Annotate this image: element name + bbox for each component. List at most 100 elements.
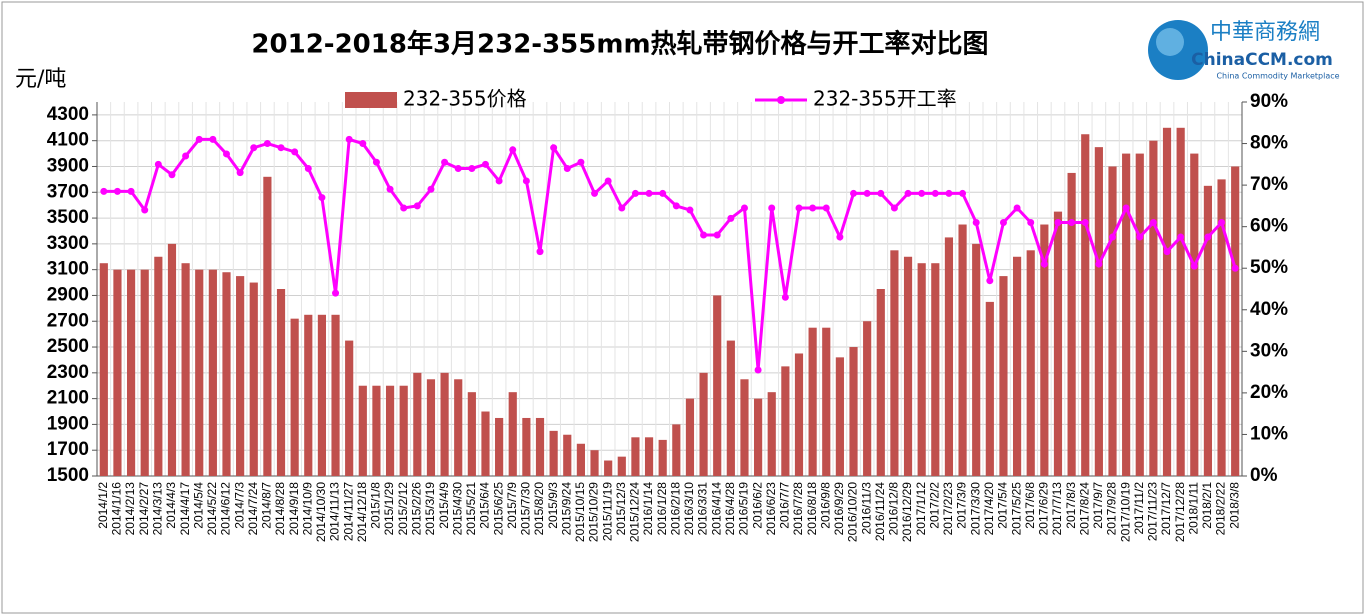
legend-marker [777,96,785,104]
x-tick-label: 2015/2/12 [396,482,410,536]
bar [631,437,640,476]
x-tick-label: 2016/11/3 [859,482,873,535]
line-marker [1040,260,1048,268]
bar [917,263,926,476]
line-marker [1163,248,1171,256]
line-marker [481,160,489,168]
x-tick-label: 2016/9/8 [818,482,832,529]
line-marker [100,187,108,195]
x-tick-label: 2017/11/2 [1132,482,1146,535]
bar [604,460,613,476]
x-tick-label: 2014/10/30 [314,482,328,542]
x-tick-label: 2014/4/3 [164,482,178,529]
y2-tick-label: 80% [1250,133,1288,154]
bar [1040,224,1049,476]
x-tick-label: 2017/1/12 [914,482,928,536]
chart-title: 2012-2018年3月232-355mm热轧带钢价格与开工率对比图 [251,29,988,60]
x-tick-label: 2017/9/7 [1091,482,1105,529]
line-marker [386,185,394,193]
y-tick-label: 2900 [47,284,89,305]
line-marker [277,144,285,152]
line-marker [727,214,735,222]
line-marker [591,189,599,197]
line-marker [468,164,476,172]
bar [181,263,190,476]
legend-swatch [345,92,397,108]
x-tick-label: 2016/6/2 [750,482,764,529]
bar [426,379,436,476]
y2-tick-label: 10% [1250,423,1288,444]
bar [685,398,695,476]
bar [1013,256,1022,476]
line-marker [400,204,408,212]
line-marker [999,219,1007,227]
x-tick-label: 2016/5/19 [737,482,751,536]
bar [1176,127,1185,477]
bar [890,250,899,476]
line-marker [563,164,571,172]
x-tick-label: 2017/5/4 [996,482,1010,529]
y2-tick-label: 90% [1250,91,1288,112]
x-tick-label: 2018/3/8 [1227,482,1241,529]
bar [126,269,136,476]
x-tick-label: 2016/11/24 [873,482,887,541]
bar [549,430,558,476]
bar [944,237,954,476]
line-marker [359,140,367,148]
bar [249,282,258,476]
line-marker [604,177,612,185]
x-tick-label: 2016/3/10 [682,482,696,536]
bar [726,340,735,476]
line-marker [1027,219,1035,227]
x-tick-label: 2014/9/18 [287,482,301,536]
line-marker [945,189,953,197]
x-tick-label: 2018/2/22 [1214,482,1228,536]
line-marker [986,277,994,285]
line-marker [700,231,708,239]
bar [1162,127,1172,477]
x-tick-label: 2016/7/7 [778,482,792,529]
bar [535,417,545,476]
line-marker [1231,264,1239,272]
bar [931,263,940,476]
bar [413,372,422,476]
x-tick-label: 2015/1/8 [369,482,383,529]
bar [208,269,217,476]
y-tick-label: 3100 [47,259,89,280]
y2-tick-label: 50% [1250,257,1288,278]
line-marker [713,231,721,239]
x-tick-label: 2016/1/14 [641,482,655,536]
line-marker [1095,260,1103,268]
line-marker [1068,219,1076,227]
x-tick-label: 2015/10/29 [587,482,601,542]
bar [495,417,504,476]
x-tick-label: 2015/7/9 [505,482,519,529]
line-marker [809,204,817,212]
bar [808,327,817,476]
x-tick-label: 2016/3/31 [696,482,710,536]
x-tick-label: 2017/6/29 [1037,482,1051,536]
line-marker [1054,219,1062,227]
x-tick-label: 2014/6/12 [219,482,233,536]
line-marker [304,164,312,172]
bar [1053,211,1063,476]
bar [467,392,476,476]
x-tick-label: 2015/1/29 [382,482,396,536]
bar [140,269,149,476]
line-marker [863,189,871,197]
line-marker [1149,219,1157,227]
line-marker [222,150,230,158]
bar [522,417,531,476]
x-tick-label: 2017/8/3 [1064,482,1078,529]
line-marker [659,189,667,197]
bar [372,385,381,476]
bar [1203,185,1213,477]
y-tick-label: 4100 [47,130,89,151]
bar [972,243,981,476]
logo-name: 中華商務網 [1210,20,1320,45]
bar [440,372,449,476]
logo-site: ChinaCCM.com [1191,50,1333,70]
y-tick-label: 3900 [47,155,89,176]
x-tick-label: 2016/1/28 [655,482,669,536]
